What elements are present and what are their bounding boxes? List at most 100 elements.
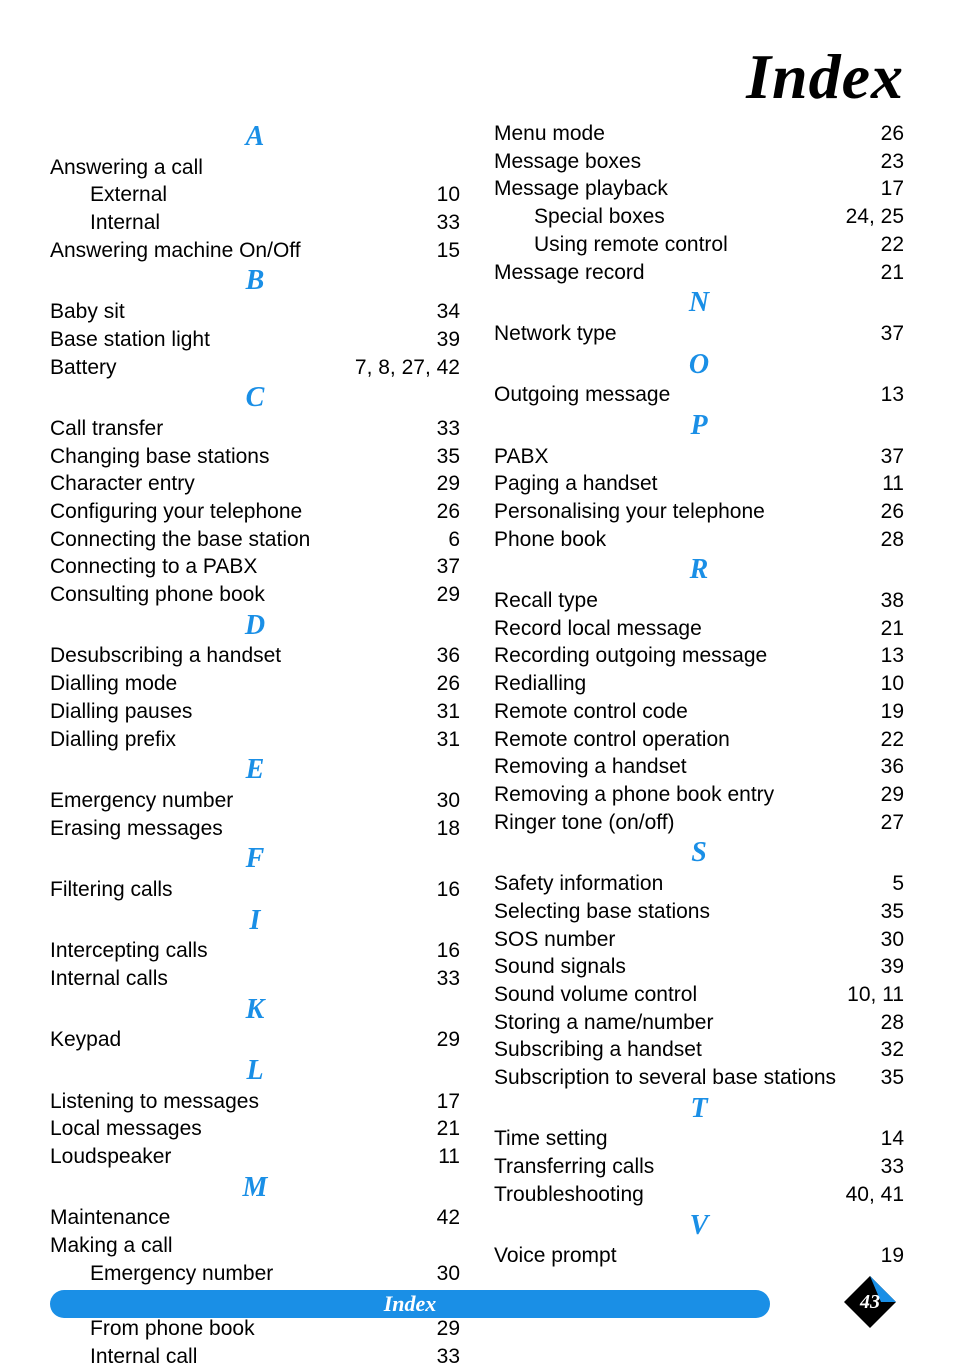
index-page: Index AAnswering a callExternal10Interna…: [0, 0, 954, 1352]
index-entry: Answering a call: [50, 154, 460, 182]
index-entry-label: Paging a handset: [494, 470, 874, 498]
index-entry-pages: 26: [873, 498, 904, 526]
index-entry: Transferring calls33: [494, 1153, 904, 1181]
index-entry-label: Internal calls: [50, 965, 429, 993]
index-entry-label: Redialling: [494, 670, 873, 698]
index-entry: Recall type38: [494, 587, 904, 615]
section-letter: O: [494, 348, 904, 382]
index-entry-pages: 33: [429, 209, 460, 237]
index-entry: Subscription to several base stations35: [494, 1064, 904, 1092]
index-entry-pages: 28: [873, 526, 904, 554]
index-entry-label: Menu mode: [494, 120, 873, 148]
index-entry-pages: 16: [429, 937, 460, 965]
index-entry-pages: 31: [429, 726, 460, 754]
index-entry-pages: 10, 11: [839, 981, 904, 1009]
index-entry: Paging a handset11: [494, 470, 904, 498]
index-entry-pages: 34: [429, 298, 460, 326]
index-entry: Remote control code19: [494, 698, 904, 726]
index-entry: Configuring your telephone26: [50, 498, 460, 526]
index-entry-pages: 39: [429, 326, 460, 354]
index-entry-pages: 29: [873, 781, 904, 809]
index-entry-pages: 18: [429, 815, 460, 843]
section-letter: V: [494, 1209, 904, 1243]
index-entry-label: Filtering calls: [50, 876, 429, 904]
index-entry-pages: 35: [429, 443, 460, 471]
index-entry: Base station light39: [50, 326, 460, 354]
index-entry-pages: 23: [873, 148, 904, 176]
index-entry-pages: 21: [873, 259, 904, 287]
index-entry: PABX37: [494, 443, 904, 471]
index-entry-label: Message boxes: [494, 148, 873, 176]
index-entry-pages: 31: [429, 698, 460, 726]
index-entry-label: Maintenance: [50, 1204, 429, 1232]
index-entry-label: Dialling pauses: [50, 698, 429, 726]
index-entry: Call transfer33: [50, 415, 460, 443]
index-entry-label: Removing a handset: [494, 753, 873, 781]
index-entry-pages: 6: [440, 526, 460, 554]
index-entry: Selecting base stations35: [494, 898, 904, 926]
index-entry-label: Time setting: [494, 1125, 873, 1153]
index-entry-label: Call transfer: [50, 415, 429, 443]
index-entry-label: Message playback: [494, 175, 873, 203]
index-entry-label: Answering machine On/Off: [50, 237, 429, 265]
index-entry-pages: 17: [429, 1088, 460, 1116]
index-entry-label: Voice prompt: [494, 1242, 873, 1270]
index-entry-label: Keypad: [50, 1026, 429, 1054]
index-entry-pages: 37: [429, 553, 460, 581]
index-entry-pages: 33: [873, 1153, 904, 1181]
index-entry-label: Answering a call: [50, 154, 452, 182]
index-entry-label: Listening to messages: [50, 1088, 429, 1116]
index-entry: Intercepting calls16: [50, 937, 460, 965]
index-entry-pages: 10: [873, 670, 904, 698]
index-entry-pages: 42: [429, 1204, 460, 1232]
index-entry-label: SOS number: [494, 926, 873, 954]
index-entry: Loudspeaker11: [50, 1143, 460, 1171]
index-entry-label: Local messages: [50, 1115, 429, 1143]
index-entry-pages: 33: [429, 965, 460, 993]
index-entry: Outgoing message13: [494, 381, 904, 409]
index-entry-pages: 21: [429, 1115, 460, 1143]
index-entry: Recording outgoing message13: [494, 642, 904, 670]
index-entry: Removing a handset36: [494, 753, 904, 781]
index-entry: Storing a name/number28: [494, 1009, 904, 1037]
index-entry-label: Remote control operation: [494, 726, 873, 754]
index-entry-pages: 13: [873, 381, 904, 409]
section-letter: B: [50, 264, 460, 298]
index-entry: Ringer tone (on/off)27: [494, 809, 904, 837]
footer-page-number: 43: [842, 1274, 898, 1330]
index-entry-label: Dialling mode: [50, 670, 429, 698]
index-entry-pages: 36: [873, 753, 904, 781]
index-entry: Troubleshooting40, 41: [494, 1181, 904, 1209]
index-entry-label: Special boxes: [534, 203, 838, 231]
section-letter: N: [494, 286, 904, 320]
index-entry: Safety information5: [494, 870, 904, 898]
index-entry: Dialling pauses31: [50, 698, 460, 726]
index-entry-pages: 11: [430, 1143, 460, 1171]
index-entry-pages: 10: [429, 181, 460, 209]
index-entry-label: Outgoing message: [494, 381, 873, 409]
index-entry-pages: 37: [873, 443, 904, 471]
index-entry-label: Subscribing a handset: [494, 1036, 873, 1064]
index-entry: Erasing messages18: [50, 815, 460, 843]
index-entry-label: Transferring calls: [494, 1153, 873, 1181]
index-entry-pages: 11: [874, 470, 904, 498]
index-entry-label: Configuring your telephone: [50, 498, 429, 526]
index-entry: Phone book28: [494, 526, 904, 554]
index-column-left: AAnswering a callExternal10Internal33Ans…: [50, 120, 460, 1371]
index-entry: Network type37: [494, 320, 904, 348]
index-entry: Record local message21: [494, 615, 904, 643]
index-entry: SOS number30: [494, 926, 904, 954]
index-entry-pages: 21: [873, 615, 904, 643]
page-title: Index: [50, 40, 904, 114]
index-entry: Message boxes23: [494, 148, 904, 176]
index-entry-label: Remote control code: [494, 698, 873, 726]
index-entry-label: Removing a phone book entry: [494, 781, 873, 809]
index-entry-pages: 22: [873, 726, 904, 754]
index-entry-pages: 17: [873, 175, 904, 203]
index-entry-label: Internal: [90, 209, 429, 237]
index-entry-pages: 35: [873, 1064, 904, 1092]
section-letter: T: [494, 1092, 904, 1126]
index-entry: Filtering calls16: [50, 876, 460, 904]
index-entry-pages: 37: [873, 320, 904, 348]
index-entry-pages: 33: [429, 1343, 460, 1371]
